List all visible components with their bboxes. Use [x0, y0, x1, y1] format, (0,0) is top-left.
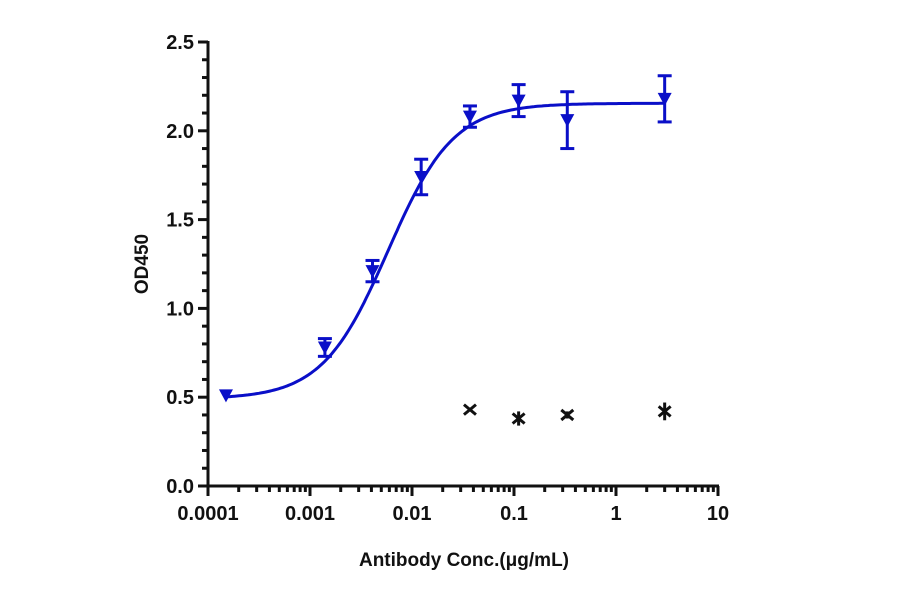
- triangle-down-marker: [560, 114, 575, 128]
- x-tick-label: 1: [610, 503, 621, 525]
- triangle-down-marker: [218, 389, 233, 403]
- fit-curve: [225, 101, 665, 399]
- data-point-antibody: [511, 83, 526, 119]
- data-point-antibody: [560, 90, 575, 151]
- sigmoid-fit-line: [225, 101, 665, 399]
- triangle-down-marker: [511, 94, 526, 108]
- data-point-control: [511, 411, 526, 426]
- y-tick-label: 1.5: [166, 210, 194, 232]
- data-point-antibody: [462, 104, 477, 129]
- triangle-down-marker: [462, 110, 477, 124]
- data-point-antibody: [317, 337, 332, 358]
- data-point-control: [657, 402, 672, 421]
- x-tick-label: 10: [707, 503, 729, 525]
- data-points: [218, 74, 672, 426]
- data-point-antibody: [365, 258, 380, 284]
- x-tick-label: 0.0001: [177, 503, 238, 525]
- triangle-down-marker: [414, 170, 429, 184]
- y-tick-label: 0.0: [166, 476, 194, 498]
- triangle-down-marker: [365, 265, 380, 279]
- x-axis-title: Antibody Conc.(μg/mL): [359, 550, 569, 571]
- x-marker: [560, 408, 575, 422]
- x-tick-label: 0.001: [285, 503, 335, 525]
- y-tick-label: 0.5: [166, 387, 194, 409]
- triangle-down-marker: [657, 92, 672, 106]
- triangle-down-marker: [317, 341, 332, 355]
- x-marker: [657, 405, 672, 418]
- y-tick-label: 2.0: [166, 121, 194, 143]
- data-point-control: [462, 403, 477, 416]
- x-tick-label: 0.1: [500, 503, 528, 525]
- y-axis-title: OD450: [132, 234, 153, 294]
- y-tick-label: 1.0: [166, 298, 194, 320]
- data-point-antibody: [414, 157, 429, 197]
- x-marker: [511, 412, 526, 425]
- x-marker: [462, 403, 477, 416]
- data-point-antibody: [218, 389, 233, 403]
- y-tick-label: 2.5: [166, 32, 194, 54]
- axes: 0.0 0.5 1.0 1.5 2.0 2.5 0.0001 0.001 0.01 0.1 1 10: [166, 32, 729, 525]
- data-point-antibody: [657, 74, 672, 124]
- data-point-control: [560, 408, 575, 422]
- x-tick-label: 0.01: [393, 503, 432, 525]
